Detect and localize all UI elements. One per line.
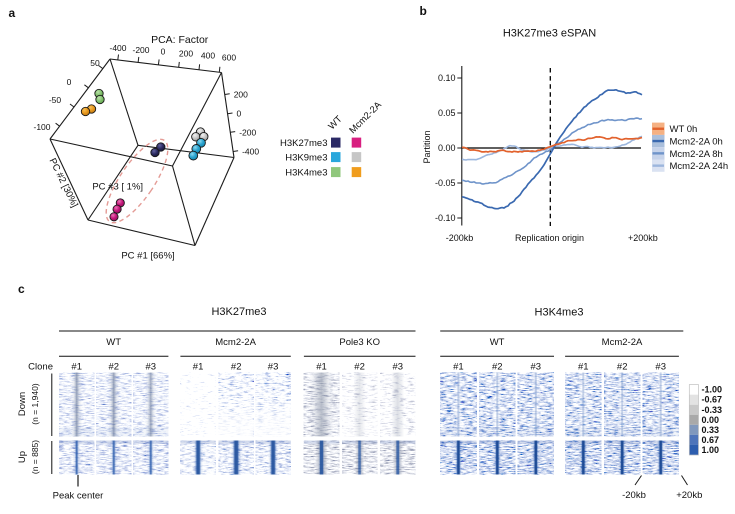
svg-text:#2: #2 xyxy=(231,362,242,373)
svg-text:PC #1 [66%]: PC #1 [66%] xyxy=(121,251,174,262)
svg-text:#2: #2 xyxy=(617,362,628,373)
svg-text:#3: #3 xyxy=(655,362,666,373)
svg-text:-200: -200 xyxy=(239,127,256,137)
svg-text:H3K4me3: H3K4me3 xyxy=(535,307,584,319)
svg-text:PCA: Factor: PCA: Factor xyxy=(151,34,209,46)
svg-text:-20kb: -20kb xyxy=(622,490,646,501)
svg-text:#3: #3 xyxy=(393,362,404,373)
svg-text:-0.05: -0.05 xyxy=(435,178,456,188)
svg-text:-400: -400 xyxy=(242,147,259,157)
svg-text:#2: #2 xyxy=(354,362,365,373)
svg-text:0: 0 xyxy=(67,77,72,87)
svg-text:#2: #2 xyxy=(109,362,120,373)
svg-text:H3K4me3: H3K4me3 xyxy=(285,167,327,178)
svg-text:-400: -400 xyxy=(109,43,126,53)
svg-text:#1: #1 xyxy=(453,362,464,373)
svg-text:(n = 885): (n = 885) xyxy=(30,440,40,474)
svg-text:(n = 1,940): (n = 1,940) xyxy=(30,383,40,425)
svg-text:-0.10: -0.10 xyxy=(435,213,456,223)
svg-text:WT 0h: WT 0h xyxy=(670,124,698,135)
svg-text:-100: -100 xyxy=(33,122,50,132)
svg-text:400: 400 xyxy=(201,51,215,61)
svg-text:#3: #3 xyxy=(268,362,279,373)
svg-text:#3: #3 xyxy=(146,362,157,373)
svg-text:-200: -200 xyxy=(132,45,149,55)
svg-text:a: a xyxy=(9,6,16,20)
svg-text:50: 50 xyxy=(90,58,100,68)
svg-text:WT: WT xyxy=(490,337,505,348)
svg-text:WT: WT xyxy=(106,337,121,348)
svg-text:1.00: 1.00 xyxy=(702,445,720,455)
svg-text:PC #3 [ 1%]: PC #3 [ 1%] xyxy=(92,182,143,193)
svg-text:Down: Down xyxy=(17,392,28,416)
svg-text:#1: #1 xyxy=(578,362,589,373)
svg-text:Peak center: Peak center xyxy=(53,491,104,502)
svg-text:#3: #3 xyxy=(531,362,542,373)
svg-text:-0.33: -0.33 xyxy=(702,405,723,415)
svg-text:+20kb: +20kb xyxy=(676,490,702,501)
svg-text:b: b xyxy=(420,4,427,18)
svg-text:Pole3 KO: Pole3 KO xyxy=(339,337,380,348)
svg-text:Mcm2-2A: Mcm2-2A xyxy=(215,337,256,348)
svg-text:#2: #2 xyxy=(492,362,503,373)
svg-text:#1: #1 xyxy=(316,362,327,373)
svg-text:H3K27me3 eSPAN: H3K27me3 eSPAN xyxy=(503,28,596,40)
svg-text:Partition: Partition xyxy=(422,130,432,163)
svg-text:Mcm2-2A 0h: Mcm2-2A 0h xyxy=(670,137,723,148)
svg-text:Mcm2-2A: Mcm2-2A xyxy=(602,337,643,348)
svg-text:#1: #1 xyxy=(193,362,204,373)
svg-text:H3K27me3: H3K27me3 xyxy=(211,306,266,318)
svg-text:0.10: 0.10 xyxy=(438,73,456,83)
svg-text:0.00: 0.00 xyxy=(438,143,456,153)
svg-text:0.00: 0.00 xyxy=(702,415,720,425)
svg-text:200: 200 xyxy=(179,49,193,59)
svg-text:Up: Up xyxy=(17,451,28,463)
svg-text:0.33: 0.33 xyxy=(702,425,720,435)
svg-text:H3K9me3: H3K9me3 xyxy=(285,152,327,163)
svg-text:0: 0 xyxy=(161,47,166,57)
svg-text:200: 200 xyxy=(234,90,248,100)
svg-text:+200kb: +200kb xyxy=(628,233,658,243)
svg-text:-50: -50 xyxy=(49,95,62,105)
svg-text:Mcm2-2A 8h: Mcm2-2A 8h xyxy=(670,149,723,160)
svg-text:Replication origin: Replication origin xyxy=(515,233,584,243)
svg-text:Clone: Clone xyxy=(28,362,53,373)
svg-text:-0.67: -0.67 xyxy=(702,395,723,405)
svg-text:H3K27me3: H3K27me3 xyxy=(280,138,328,149)
svg-text:0.05: 0.05 xyxy=(438,108,456,118)
svg-text:Mcm2-2A 24h: Mcm2-2A 24h xyxy=(670,161,729,172)
svg-text:-200kb: -200kb xyxy=(446,233,474,243)
svg-text:#1: #1 xyxy=(71,362,82,373)
svg-text:0.67: 0.67 xyxy=(702,435,720,445)
svg-text:600: 600 xyxy=(222,53,236,63)
svg-text:0: 0 xyxy=(237,109,242,119)
svg-text:c: c xyxy=(18,282,25,296)
svg-text:-1.00: -1.00 xyxy=(702,385,723,395)
